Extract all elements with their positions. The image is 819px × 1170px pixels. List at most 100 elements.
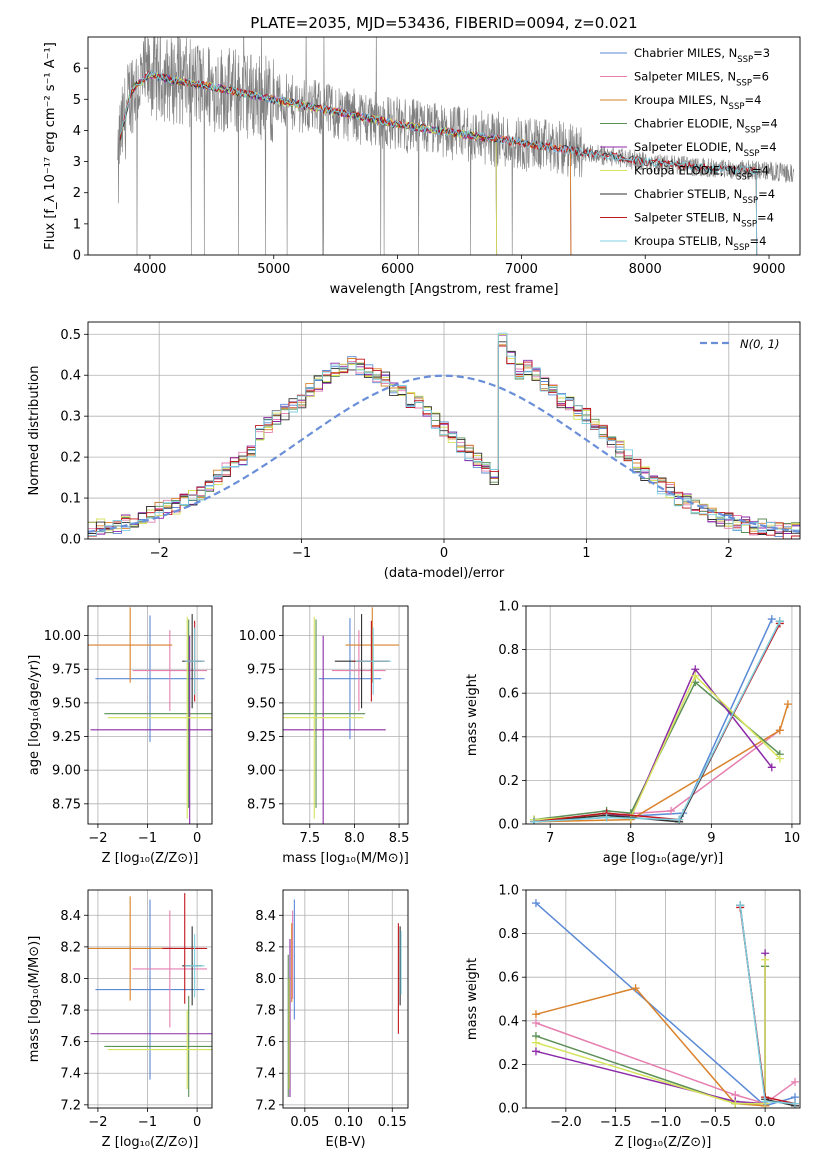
series-marker [736, 901, 745, 910]
x-tick-label: −1 [138, 1115, 157, 1130]
y-axis-label: Flux [f_λ 10⁻¹⁷ erg cm⁻² s⁻¹ A⁻¹] [43, 42, 58, 250]
y-tick-label: 0.4 [60, 369, 81, 384]
y-tick-label: 0.2 [498, 774, 519, 789]
legend: N(0, 1) [700, 337, 780, 351]
y-tick-label: 8.75 [52, 797, 81, 812]
series-line [534, 667, 773, 823]
axes-frame [87, 36, 801, 256]
series-marker [602, 813, 611, 822]
ticks: 4000 5000 6000 7000 8000 9000 0 1 2 3 4 5 6 [73, 62, 786, 277]
y-tick-label: 7.2 [60, 1098, 81, 1113]
x-tick-label: −0.5 [700, 1115, 732, 1130]
panel-mass_vs_Z: −2 −1 0 7.2 7.4 7.6 7.8 8.0 8.2 8.4 Z [log₁₀(Z/Z⊙)… [27, 889, 213, 1150]
weight-series [531, 949, 770, 1108]
axes-frame [525, 889, 801, 1109]
plot-area [88, 890, 212, 1108]
panel-age_vs_Z: −2 −1 0 8.75 9.00 9.25 9.50 9.75 10.00 Z [log₁₀(Z… [27, 605, 213, 866]
series-line [534, 674, 781, 821]
ticks: −2 −1 0 1 2 0.0 0.1 0.2 0.3 0.4 0.5 [60, 328, 733, 561]
histogram-step [88, 332, 800, 536]
x-tick-label: −1 [292, 546, 311, 561]
y-tick-label: 7.4 [60, 1067, 81, 1082]
errorbar-point [104, 619, 212, 808]
series-marker [791, 1099, 800, 1108]
x-tick-label: 7.5 [299, 831, 320, 846]
y-tick-label: 8.2 [60, 940, 81, 955]
y-tick-label: 8.4 [60, 909, 81, 924]
weight-series [530, 615, 776, 824]
y-tick-label: 10.00 [44, 629, 81, 644]
series-line [535, 987, 766, 1107]
gaussian-curve [88, 374, 800, 533]
y-tick-label: 0 [73, 249, 81, 264]
axes-frame [87, 889, 213, 1109]
legend-entry: Kroupa STELIB, NSSP=4 [634, 234, 766, 253]
legend-entry: N(0, 1) [740, 337, 780, 351]
weight-series [736, 901, 800, 1108]
histogram-step [88, 345, 800, 539]
series-marker [731, 1099, 740, 1108]
series-marker [531, 1018, 540, 1027]
series-marker [761, 1097, 770, 1106]
y-tick-label: 0.8 [498, 927, 519, 942]
y-tick-label: 1.0 [498, 600, 519, 615]
observed-spectrum [117, 37, 795, 255]
y-tick-label: 0.6 [498, 971, 519, 986]
errorbar-point [332, 630, 386, 711]
x-tick-label: 0.05 [290, 1115, 319, 1130]
figure-title: PLATE=2035, MJD=53436, FIBERID=0094, z=0… [250, 14, 637, 32]
series-marker [767, 615, 776, 624]
x-tick-label: 5000 [257, 262, 290, 277]
x-tick-label: 0 [440, 546, 448, 561]
histogram-step [88, 341, 800, 535]
errorbar-point [88, 896, 173, 1001]
legend: Chabrier MILES, NSSP=3 Salpeter MILES, NS… [600, 46, 778, 253]
x-tick-label: 9000 [752, 262, 785, 277]
y-tick-label: 0.2 [60, 451, 81, 466]
y-tick-label: 0.1 [60, 492, 81, 507]
errorbar-point [283, 635, 386, 824]
errorbar-point [355, 627, 392, 695]
y-tick-label: 0.0 [60, 533, 81, 548]
series-marker [791, 1077, 800, 1086]
axes-frame [525, 605, 801, 825]
weight-series [530, 726, 784, 824]
errorbar-point [162, 893, 208, 1004]
x-tick-label: −2.0 [550, 1115, 582, 1130]
series-marker [775, 617, 784, 626]
x-axis-label: wavelength [Angstrom, rest frame] [330, 282, 559, 297]
x-tick-label: 8000 [629, 262, 662, 277]
series-marker [667, 806, 676, 815]
x-axis-label: Z [log₁₀(Z/Z⊙)] [102, 851, 199, 866]
x-tick-label: 1 [582, 546, 590, 561]
x-tick-label: −2 [150, 546, 169, 561]
x-tick-label: 8.0 [344, 831, 365, 846]
x-tick-label: 6000 [381, 262, 414, 277]
x-tick-label: 7000 [505, 262, 538, 277]
plot-area [526, 890, 800, 1108]
plot-area [283, 890, 408, 1108]
y-tick-label: 8.75 [247, 797, 276, 812]
y-tick-label: 0.3 [60, 410, 81, 425]
y-tick-label: 0.4 [498, 730, 519, 745]
ticks: −2 −1 0 8.75 9.00 9.25 9.50 9.75 10.00 [44, 629, 201, 846]
ticks: 7 8 9 10 0.0 0.2 0.4 0.6 0.8 1.0 [498, 600, 800, 847]
y-tick-label: 0.2 [498, 1058, 519, 1073]
x-axis-label: (data-model)/error [384, 566, 505, 581]
x-axis-label: E(B-V) [325, 1135, 365, 1150]
series-line [739, 907, 796, 1105]
series-marker [775, 754, 784, 763]
weight-series [530, 619, 784, 824]
series-line [534, 703, 789, 823]
y-tick-label: 5 [73, 93, 81, 108]
y-tick-label: 7.8 [60, 1004, 81, 1019]
legend-entry: Kroupa ELODIE, NSSP=4 [634, 164, 769, 183]
series-marker [531, 1047, 540, 1056]
y-tick-label: 7.2 [255, 1098, 276, 1113]
errorbar-point [104, 995, 212, 1097]
panel-residuals: −2 −1 0 1 2 0.0 0.1 0.2 0.3 0.4 0.5 (data-model)/er… [27, 321, 801, 581]
y-tick-label: 0.8 [498, 643, 519, 658]
weight-series [530, 700, 792, 824]
plot-area [283, 606, 408, 824]
